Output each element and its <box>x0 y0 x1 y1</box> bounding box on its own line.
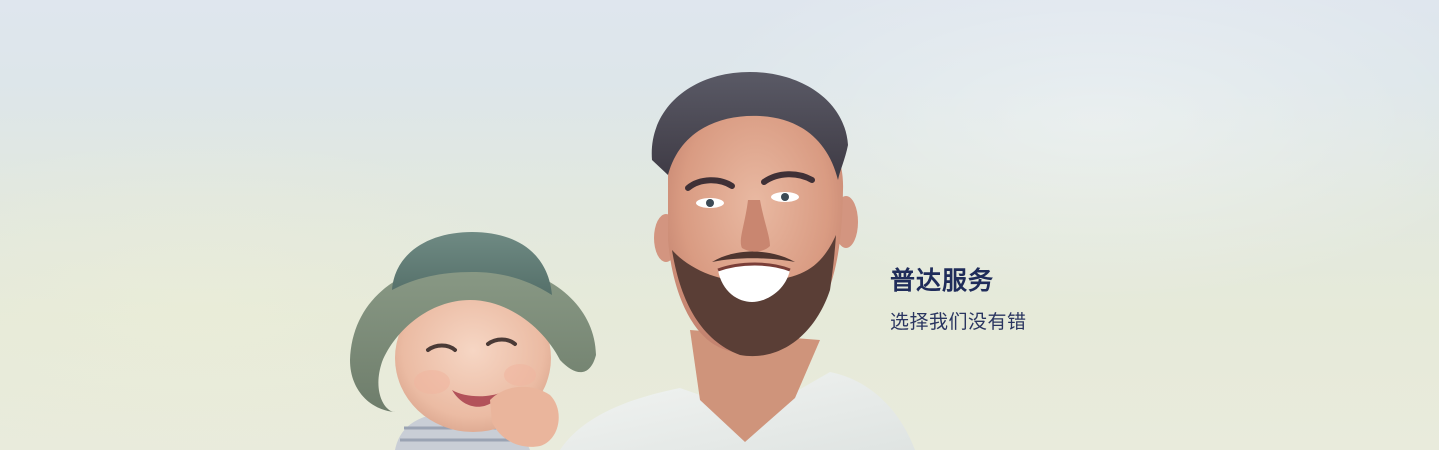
baby-figure <box>350 232 596 450</box>
banner-title: 普达服务 <box>890 266 995 295</box>
banner-caption: 普达服务 选择我们没有错 <box>890 264 1190 336</box>
banner-subtitle: 选择我们没有错 <box>890 311 1027 333</box>
man-figure <box>560 72 915 450</box>
